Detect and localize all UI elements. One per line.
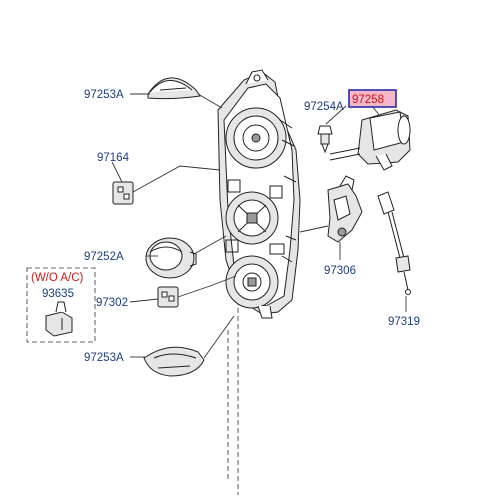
part-93635 [45, 301, 73, 337]
woac-box [26, 267, 96, 343]
knob-bottom-97253a [143, 346, 205, 377]
callout-97302[interactable]: 97302 [96, 297, 128, 309]
knob-middle-97252a [145, 237, 197, 279]
callout-93635[interactable]: 93635 [42, 288, 74, 300]
callout-97253a-top[interactable]: 97253A [84, 89, 124, 101]
actuator-motor-97258 [329, 109, 411, 171]
screw-97254a [317, 125, 333, 154]
woac-note: (W/O A/C) [31, 272, 84, 284]
control-housing [217, 69, 301, 319]
callout-97164[interactable]: 97164 [97, 152, 130, 164]
knob-leads [193, 93, 235, 359]
lever-assembly-97306 [299, 175, 363, 243]
callout-97319[interactable]: 97319 [388, 316, 420, 328]
callout-highlight-box [348, 89, 397, 108]
clip-97164 [112, 165, 221, 205]
cable-97319 [377, 191, 411, 295]
callout-97254a[interactable]: 97254A [304, 101, 344, 113]
clip-97302 [157, 275, 237, 308]
callout-97253a-bottom[interactable]: 97253A [84, 352, 124, 364]
callout-97306[interactable]: 97306 [324, 265, 356, 277]
callout-97252a[interactable]: 97252A [84, 251, 124, 263]
callout-97258[interactable]: 97258 [352, 94, 384, 106]
reference-lines [227, 300, 239, 495]
knob-top-97253a [147, 77, 201, 100]
